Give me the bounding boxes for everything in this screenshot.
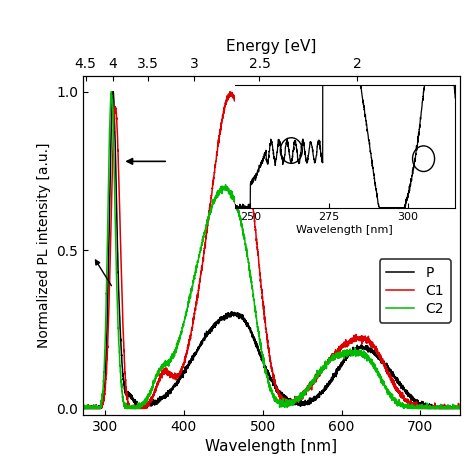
X-axis label: Energy [eV]: Energy [eV] <box>226 39 317 55</box>
C1 <box>412 404 418 410</box>
C1 <box>454 405 459 410</box>
C2 <box>226 188 231 193</box>
P <box>79 406 84 411</box>
C2 <box>79 406 84 411</box>
P <box>122 389 128 394</box>
X-axis label: Wavelength [nm]: Wavelength [nm] <box>296 225 393 235</box>
C2 <box>461 405 466 411</box>
P <box>145 403 151 409</box>
C1 <box>461 406 466 411</box>
C1 <box>227 89 233 94</box>
C1 <box>122 369 128 375</box>
P <box>242 318 247 323</box>
C2 <box>122 405 128 411</box>
C2 <box>145 395 151 401</box>
C1 <box>242 140 247 146</box>
Line: P: P <box>82 91 464 409</box>
C1 <box>145 400 151 406</box>
Line: C1: C1 <box>82 91 464 409</box>
P <box>454 406 459 411</box>
Legend: P, C1, C2: P, C1, C2 <box>380 259 451 323</box>
P <box>110 89 116 94</box>
Line: C2: C2 <box>82 91 464 409</box>
Y-axis label: Normalized PL intensity [a.u.]: Normalized PL intensity [a.u.] <box>36 143 51 348</box>
C2 <box>454 405 459 411</box>
C2 <box>79 403 84 409</box>
C2 <box>412 406 418 411</box>
C1 <box>225 94 231 100</box>
C2 <box>109 89 114 94</box>
C1 <box>79 406 84 411</box>
P <box>226 312 231 318</box>
P <box>461 405 466 411</box>
X-axis label: Wavelength [nm]: Wavelength [nm] <box>205 439 337 454</box>
C2 <box>242 237 247 243</box>
P <box>412 400 418 406</box>
P <box>79 405 84 410</box>
